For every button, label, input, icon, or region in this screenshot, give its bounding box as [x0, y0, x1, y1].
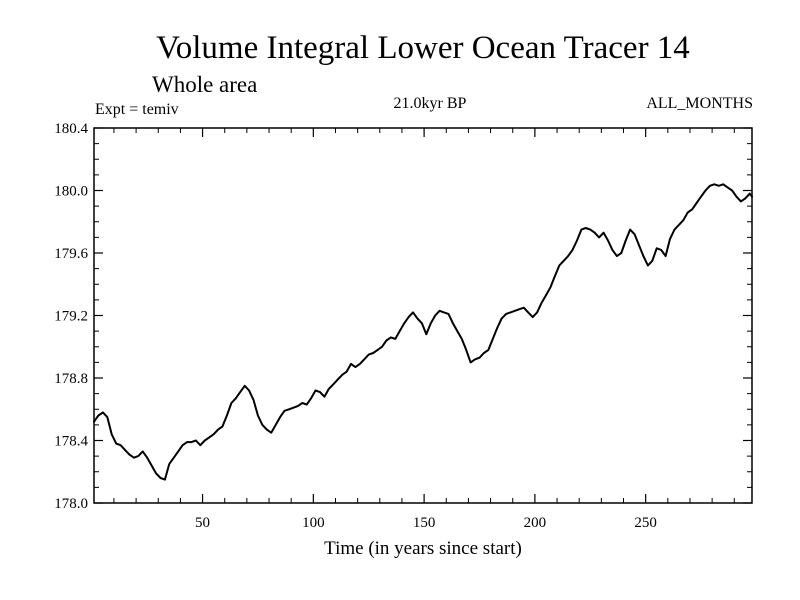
y-tick-label: 178.8 — [54, 371, 88, 387]
x-tick-label: 50 — [195, 515, 210, 531]
x-tick-label: 200 — [524, 515, 547, 531]
chart-title: Volume Integral Lower Ocean Tracer 14 — [156, 30, 690, 66]
y-tick-label: 180.4 — [54, 121, 88, 137]
x-tick-label: 250 — [634, 515, 657, 531]
y-tick-label: 179.2 — [54, 309, 88, 325]
months-label: ALL_MONTHS — [646, 95, 753, 112]
x-tick-label: 100 — [302, 515, 325, 531]
x-tick-label: 150 — [413, 515, 436, 531]
chart-subtitle: Whole area — [152, 72, 258, 97]
y-tick-label: 180.0 — [54, 184, 88, 200]
experiment-label: Expt = temiv — [95, 101, 179, 118]
period-label: 21.0kyr BP — [393, 95, 467, 112]
y-tick-label: 178.0 — [54, 496, 88, 512]
y-tick-label: 178.4 — [54, 434, 88, 450]
data-series-line — [93, 183, 753, 481]
x-axis-label: Time (in years since start) — [324, 538, 522, 559]
plot-frame — [93, 127, 753, 504]
y-tick-label: 179.6 — [54, 246, 88, 262]
